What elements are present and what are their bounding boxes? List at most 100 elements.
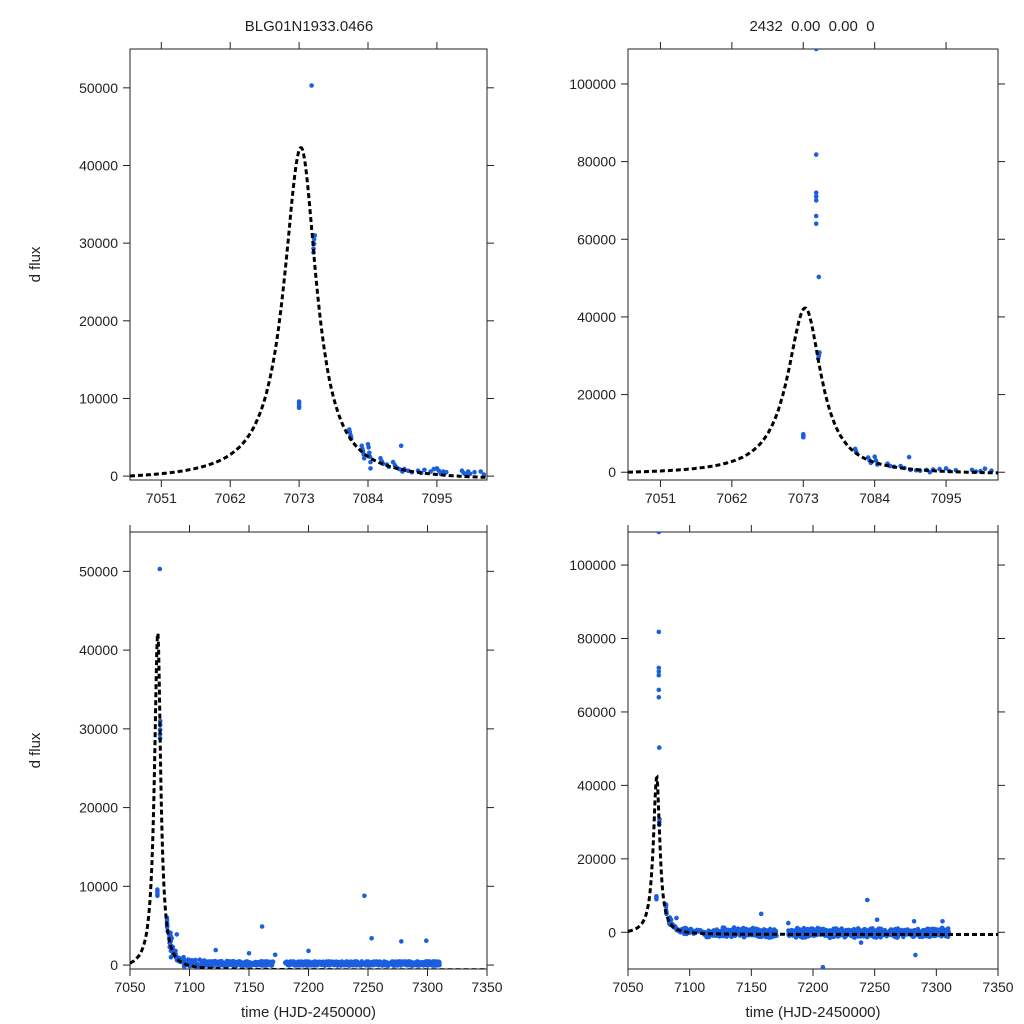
data-point xyxy=(813,49,819,52)
x-tick-label: 7150 xyxy=(233,979,264,995)
data-point xyxy=(872,454,877,460)
data-point xyxy=(155,893,160,899)
x-axis-label: time (HJD-2450000) xyxy=(745,1004,880,1021)
x-tick-label: 7095 xyxy=(421,490,452,506)
data-point xyxy=(467,471,473,477)
data-point xyxy=(656,672,662,678)
panel-top-right: 0 20000 40000 60000 80000 100000 7051 7062 7073 7… xyxy=(569,42,1005,506)
panel-bottom-right: 0 20000 40000 60000 80000 100000 7050 7100 7150 7… xyxy=(569,525,1014,1021)
y-tick-label: 100000 xyxy=(569,557,616,573)
data-point xyxy=(816,274,822,280)
data-point xyxy=(982,466,988,472)
y-axis-label: d flux xyxy=(27,246,44,282)
y-tick-label: 20000 xyxy=(577,851,616,867)
y-tick-label: 40000 xyxy=(79,157,118,173)
x-tick-label: 7051 xyxy=(146,490,177,506)
data-point xyxy=(786,920,791,926)
data-point xyxy=(865,897,870,903)
model-curve xyxy=(628,774,998,936)
y-tick-label: 50000 xyxy=(79,80,118,96)
y-tick-label: 50000 xyxy=(79,563,118,579)
x-tick-label: 7300 xyxy=(921,979,952,995)
data-point xyxy=(362,893,367,899)
x-tick-label: 7100 xyxy=(174,979,205,995)
x-tick-label: 7200 xyxy=(797,979,828,995)
x-tick-label: 7050 xyxy=(114,979,145,995)
panel-bottom-left: 0 10000 20000 30000 40000 50000 7050 7100 7150 72… xyxy=(27,525,503,1021)
y-tick-label: 80000 xyxy=(577,630,616,646)
data-point xyxy=(369,936,374,941)
data-point xyxy=(913,952,918,958)
data-point xyxy=(246,951,252,956)
x-tick-label: 7073 xyxy=(284,490,315,506)
data-point xyxy=(813,194,819,199)
data-point xyxy=(367,450,372,456)
data-point xyxy=(155,887,160,892)
data-point xyxy=(813,190,819,195)
x-tick-label: 7250 xyxy=(859,979,890,995)
data-point xyxy=(398,443,404,449)
data-point xyxy=(311,237,317,242)
y-tick-label: 100000 xyxy=(569,76,616,92)
data-point xyxy=(656,532,662,535)
y-tick-label: 0 xyxy=(110,957,118,973)
data-point xyxy=(270,959,276,964)
data-point xyxy=(472,469,477,475)
x-tick-label: 7250 xyxy=(352,979,383,995)
x-tick-label: 7084 xyxy=(859,490,890,506)
data-point xyxy=(656,665,662,671)
x-tick-label: 7300 xyxy=(412,979,443,995)
x-tick-label: 7062 xyxy=(716,490,747,506)
data-point xyxy=(309,83,314,88)
y-tick-label: 40000 xyxy=(577,309,616,325)
model-curve xyxy=(130,146,487,479)
data-point xyxy=(858,940,864,945)
x-tick-label: 7084 xyxy=(352,490,383,506)
x-axis-label: time (HJD-2450000) xyxy=(241,1004,376,1021)
data-point xyxy=(174,932,180,937)
data-point xyxy=(157,566,163,572)
y-tick-label: 20000 xyxy=(79,313,118,329)
data-point xyxy=(193,957,198,963)
x-tick-label: 7062 xyxy=(215,490,246,506)
data-point xyxy=(656,687,662,693)
y-tick-label: 0 xyxy=(608,464,616,480)
data-point xyxy=(296,399,302,404)
data-point xyxy=(422,467,427,473)
x-tick-label: 7073 xyxy=(788,490,819,506)
data-point xyxy=(911,919,917,924)
y-tick-label: 80000 xyxy=(577,154,616,170)
y-tick-label: 60000 xyxy=(577,231,616,247)
data-point xyxy=(722,925,727,931)
plot-frame xyxy=(129,48,488,481)
y-tick-label: 30000 xyxy=(79,721,118,737)
x-tick-label: 7095 xyxy=(930,490,961,506)
data-point xyxy=(906,454,912,460)
panel-title-right: 2432 0.00 0.00 0 xyxy=(749,18,874,35)
data-point xyxy=(481,472,487,477)
data-point xyxy=(940,919,945,924)
x-tick-label: 7200 xyxy=(293,979,324,995)
plot-frame xyxy=(627,48,999,481)
data-point xyxy=(213,947,218,953)
data-point xyxy=(656,669,662,674)
data-point xyxy=(296,405,302,411)
x-tick-label: 7100 xyxy=(674,979,705,995)
data-point xyxy=(176,955,181,961)
data-point xyxy=(874,917,880,923)
y-tick-label: 0 xyxy=(110,468,118,484)
data-point xyxy=(306,948,311,954)
data-point xyxy=(424,938,429,943)
x-tick-label: 7350 xyxy=(471,979,502,995)
y-tick-label: 10000 xyxy=(79,878,118,894)
y-tick-label: 60000 xyxy=(577,704,616,720)
y-axis-label: d flux xyxy=(27,732,44,768)
data-point xyxy=(399,939,404,944)
panel-title-left: BLG01N1933.0466 xyxy=(245,18,373,35)
y-tick-label: 40000 xyxy=(79,642,118,658)
data-point xyxy=(366,445,371,450)
y-tick-label: 20000 xyxy=(79,800,118,816)
data-point xyxy=(478,469,484,474)
panel-top-left: 0 10000 20000 30000 40000 50000 7051 7062 7073 70… xyxy=(27,42,494,506)
